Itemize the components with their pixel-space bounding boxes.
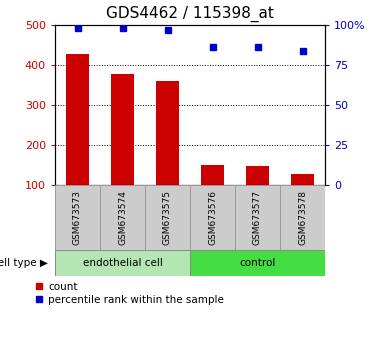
Text: GSM673574: GSM673574 [118, 190, 127, 245]
Bar [235, 185, 280, 250]
Bar [156, 81, 179, 185]
Bar [55, 250, 190, 276]
Text: GSM673578: GSM673578 [298, 190, 307, 245]
Bar [280, 185, 325, 250]
Bar [111, 74, 134, 185]
Bar [201, 165, 224, 185]
Text: GSM673576: GSM673576 [208, 190, 217, 245]
Bar [55, 185, 100, 250]
Text: cell type ▶: cell type ▶ [0, 258, 47, 268]
Bar [246, 166, 269, 185]
Bar [66, 54, 89, 185]
Bar [190, 250, 325, 276]
Text: endothelial cell: endothelial cell [83, 258, 162, 268]
Bar [190, 185, 235, 250]
Bar [100, 185, 145, 250]
Text: GSM673573: GSM673573 [73, 190, 82, 245]
Legend: count, percentile rank within the sample: count, percentile rank within the sample [35, 282, 224, 305]
Title: GDS4462 / 115398_at: GDS4462 / 115398_at [106, 6, 274, 22]
Text: control: control [239, 258, 276, 268]
Bar [291, 174, 314, 185]
Text: GSM673575: GSM673575 [163, 190, 172, 245]
Bar [145, 185, 190, 250]
Text: GSM673577: GSM673577 [253, 190, 262, 245]
